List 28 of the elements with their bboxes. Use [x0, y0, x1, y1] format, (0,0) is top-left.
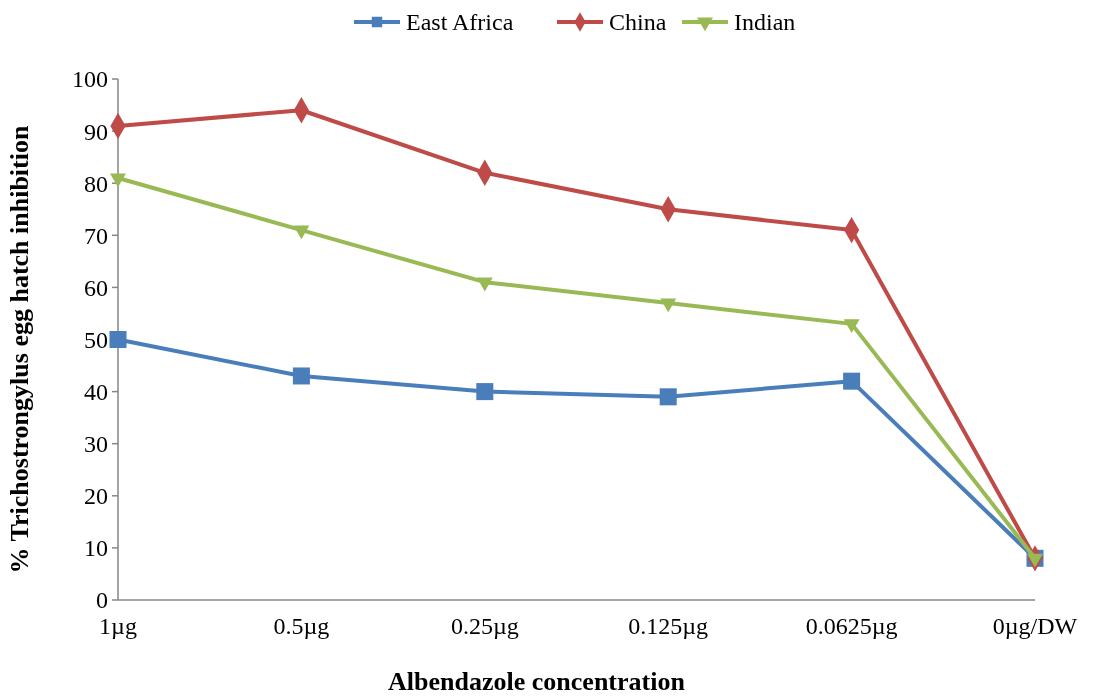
y-tick-label: 20	[84, 483, 108, 510]
point	[476, 383, 494, 401]
x-tick-label: 0.25µg	[450, 613, 519, 639]
y-tick-label: 0	[96, 587, 108, 614]
y-tick-label: 40	[84, 379, 108, 405]
x-axis-title: Albendazole concentration	[388, 667, 686, 696]
y-tick-label: 90	[84, 118, 108, 145]
y-tick-label: 50	[84, 326, 108, 353]
x-tick-label: 0µg/DW	[992, 613, 1078, 639]
legend-label: China	[609, 9, 667, 36]
y-tick-label: 80	[84, 170, 108, 197]
point	[292, 367, 310, 385]
y-tick-label: 100	[72, 66, 108, 93]
legend-label: East Africa	[406, 9, 514, 36]
x-tick-label: 0.125µg	[628, 613, 709, 639]
legend-label: Indian	[734, 9, 796, 36]
x-tick-label: 0.0625µg	[805, 613, 898, 639]
point	[1027, 553, 1043, 568]
point	[843, 372, 861, 390]
x-tick-label: 0.5µg	[273, 613, 330, 639]
point	[109, 330, 127, 349]
y-axis-title: % Trichostrongylus egg hatch inhibition	[5, 125, 34, 574]
y-tick-label: 70	[84, 222, 108, 249]
point	[659, 388, 677, 406]
y-tick-label: 30	[84, 431, 108, 458]
x-tick-label: 1µg	[99, 613, 137, 639]
y-tick-label: 10	[84, 535, 108, 562]
y-tick-label: 60	[84, 274, 108, 301]
